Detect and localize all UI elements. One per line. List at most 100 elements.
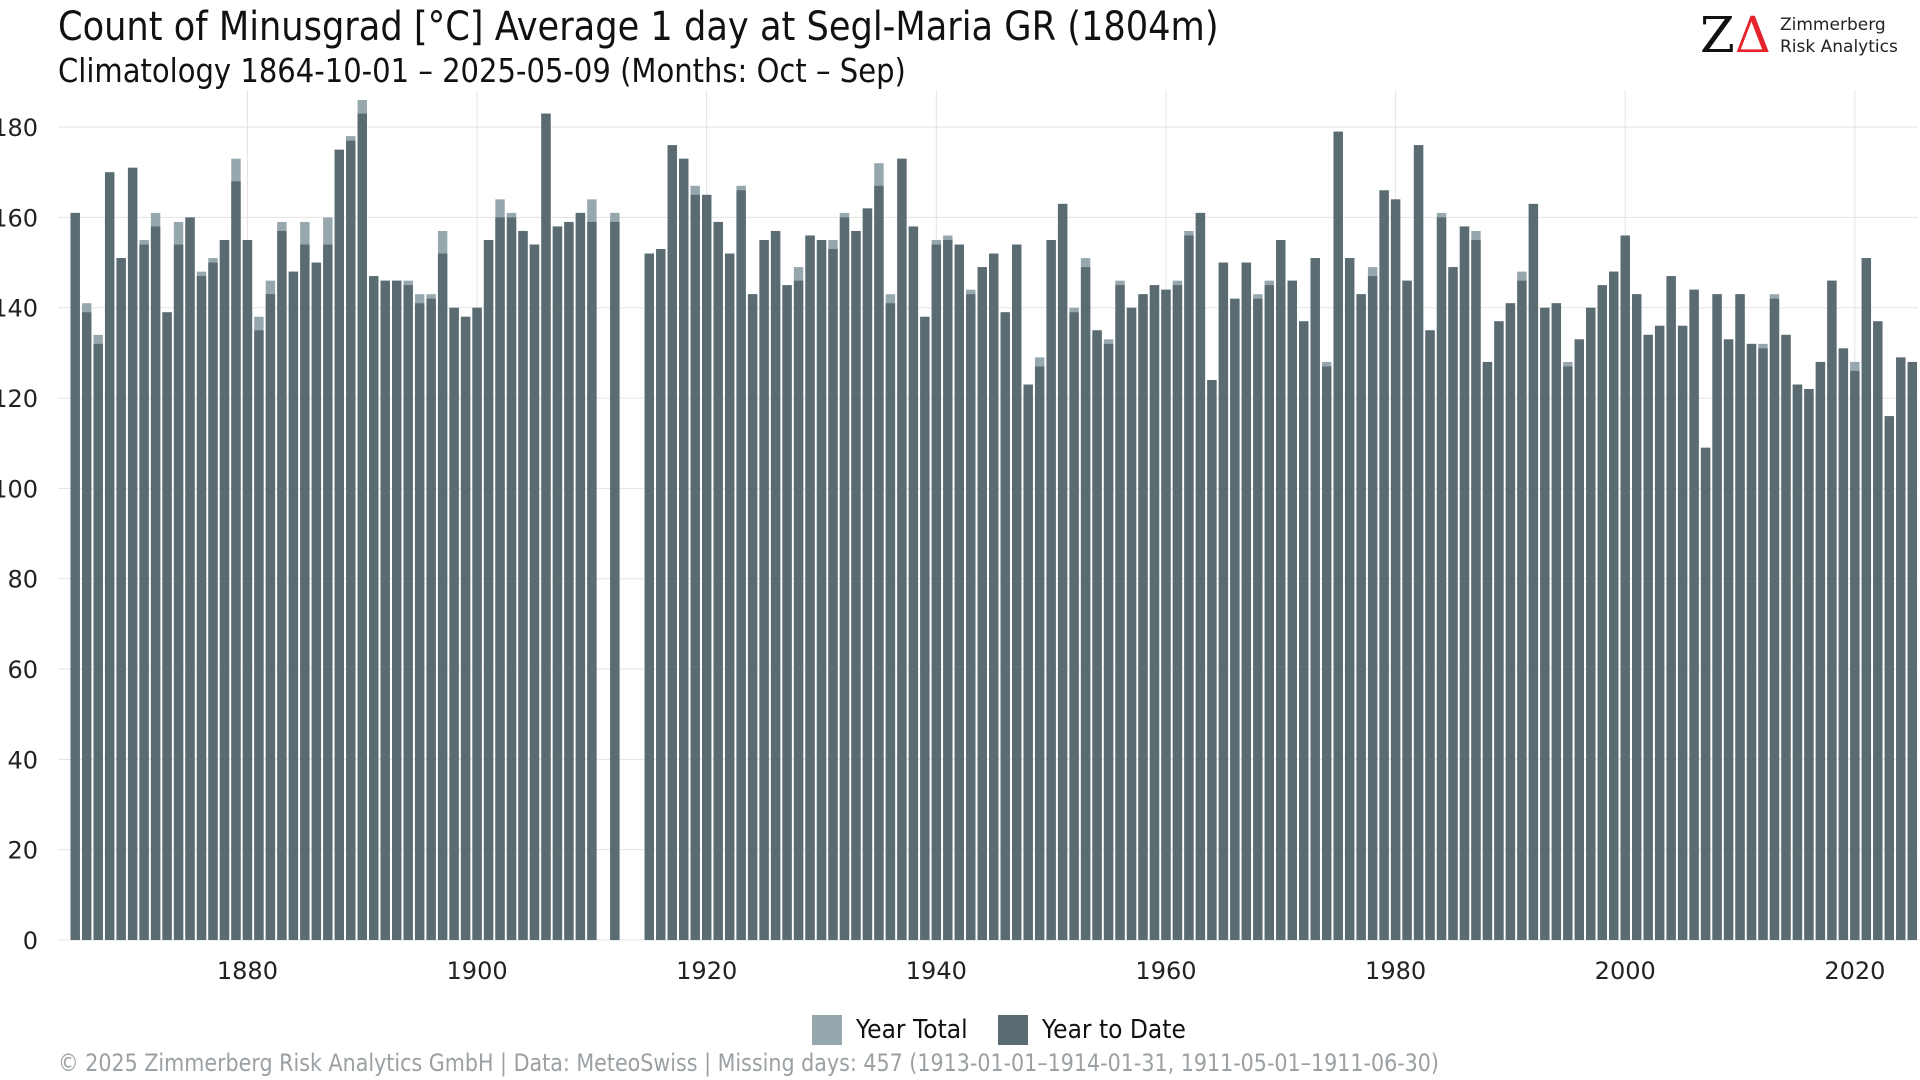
bar-year-to-date — [782, 285, 792, 941]
y-tick-label: 160 — [0, 204, 38, 232]
bar-year-to-date — [1517, 280, 1527, 941]
bar-year-to-date — [747, 294, 758, 940]
bar-year-to-date — [541, 113, 551, 940]
bar-year-to-date — [323, 244, 333, 941]
bar-year-to-date — [1138, 294, 1148, 940]
bar-year-to-date — [1631, 294, 1642, 940]
x-tick-label: 1960 — [1135, 957, 1196, 985]
y-tick-label: 140 — [0, 295, 38, 323]
bar-year-to-date — [1046, 240, 1056, 940]
bar-year-to-date — [1402, 280, 1412, 941]
bar-year-to-date — [931, 244, 942, 941]
y-tick-label: 180 — [0, 114, 38, 142]
bar-year-to-date — [1333, 131, 1343, 940]
bar-year-to-date — [196, 276, 207, 940]
bar-year-to-date — [885, 303, 896, 940]
y-tick-label: 40 — [7, 746, 38, 774]
bar-year-to-date — [1528, 203, 1539, 940]
bar-year-to-date — [231, 181, 241, 940]
bar-year-to-date — [173, 244, 184, 941]
y-tick-label: 0 — [23, 927, 38, 955]
bar-year-to-date — [1161, 289, 1171, 940]
bar-year-to-date — [1000, 312, 1010, 940]
bar-year-to-date — [1494, 321, 1504, 941]
bar-year-to-date — [460, 316, 471, 941]
company-logo: ZΔ Zimmerberg Risk Analytics — [1700, 8, 1910, 62]
bar-year-to-date — [1850, 370, 1860, 940]
bar-year-to-date — [1620, 235, 1630, 940]
bar-year-to-date — [150, 226, 161, 941]
bar-year-to-date — [380, 280, 390, 941]
bar-year-to-date — [966, 294, 976, 940]
bar-year-to-date — [1448, 267, 1458, 940]
bar-year-to-date — [1195, 212, 1206, 941]
bar-year-to-date — [1861, 258, 1872, 940]
bar-year-to-date — [1299, 321, 1309, 941]
bar-year-to-date — [288, 271, 299, 940]
bar-year-to-date — [1884, 416, 1895, 940]
bar-year-to-date — [667, 145, 677, 941]
bar-year-to-date — [1207, 380, 1217, 940]
bar-year-to-date — [1264, 285, 1275, 941]
bar-year-to-date — [851, 230, 861, 940]
bar-year-to-date — [575, 212, 586, 941]
bar-year-to-date — [1712, 294, 1722, 940]
bar-year-to-date — [1184, 235, 1194, 940]
bar-year-to-date — [311, 262, 322, 940]
bar-year-to-date — [1276, 240, 1286, 940]
x-tick-label: 2000 — [1595, 957, 1656, 985]
chart-caption: © 2025 Zimmerberg Risk Analytics GmbH | … — [58, 1049, 1439, 1077]
bar-year-to-date — [1390, 199, 1401, 940]
bar-year-to-date — [1253, 298, 1263, 940]
bar-year-to-date — [1011, 244, 1022, 941]
bar-year-to-date — [1310, 258, 1320, 940]
bar-year-to-date — [162, 312, 172, 940]
bar-year-to-date — [426, 298, 436, 940]
legend-item-year-to-date: Year to Date — [998, 1015, 1202, 1045]
x-tick-label: 1880 — [217, 957, 278, 985]
bar-year-to-date — [334, 149, 345, 940]
x-tick-label: 1940 — [906, 957, 967, 985]
bar-year-to-date — [874, 185, 884, 940]
bar-year-to-date — [920, 316, 930, 941]
bar-year-to-date — [1551, 303, 1562, 940]
bar-year-to-date — [1873, 321, 1883, 941]
bar-year-to-date — [1115, 285, 1125, 941]
bar-year-to-date — [346, 140, 356, 941]
bar-year-to-date — [897, 158, 907, 941]
bar-year-to-date — [1700, 447, 1711, 940]
bar-year-to-date — [943, 240, 953, 940]
logo-text: Zimmerberg Risk Analytics — [1780, 15, 1898, 57]
bars — [70, 100, 1917, 941]
x-axis-ticks: 1880 1900 1920 1940 1960 1980 2000 2020 — [217, 957, 1885, 985]
bar-year-to-date — [1230, 298, 1240, 940]
bar-year-to-date — [1218, 262, 1229, 940]
y-tick-label: 100 — [0, 475, 38, 503]
bar-year-to-date — [1482, 361, 1493, 940]
bar-year-to-date — [403, 285, 413, 941]
bar-year-to-date — [1758, 348, 1768, 940]
bar-year-to-date — [472, 307, 482, 940]
bar-year-to-date — [1172, 285, 1183, 941]
x-tick-label: 1900 — [447, 957, 508, 985]
bar-year-to-date — [1356, 294, 1366, 940]
bar-year-to-date — [391, 280, 402, 941]
chart-subtitle: Climatology 1864-10-01 – 2025-05-09 (Mon… — [58, 51, 906, 90]
bar-year-to-date — [437, 253, 448, 940]
bar-year-to-date — [1907, 361, 1917, 940]
bar-year-to-date — [1023, 384, 1033, 941]
bar-year-to-date — [713, 221, 723, 940]
bar-year-to-date — [770, 230, 781, 940]
bar-year-to-date — [1080, 267, 1091, 940]
bar-year-to-date — [862, 208, 873, 941]
x-tick-label: 2020 — [1824, 957, 1885, 985]
bar-year-to-date — [564, 221, 574, 940]
bar-year-to-date — [552, 226, 563, 941]
bar-year-to-date — [104, 172, 115, 941]
bar-year-to-date — [839, 217, 850, 940]
bar-year-to-date — [587, 221, 597, 940]
bar-year-to-date — [1792, 384, 1803, 941]
bar-year-to-date — [357, 113, 367, 940]
bar-year-to-date — [954, 244, 965, 941]
bar-year-to-date — [208, 262, 218, 940]
